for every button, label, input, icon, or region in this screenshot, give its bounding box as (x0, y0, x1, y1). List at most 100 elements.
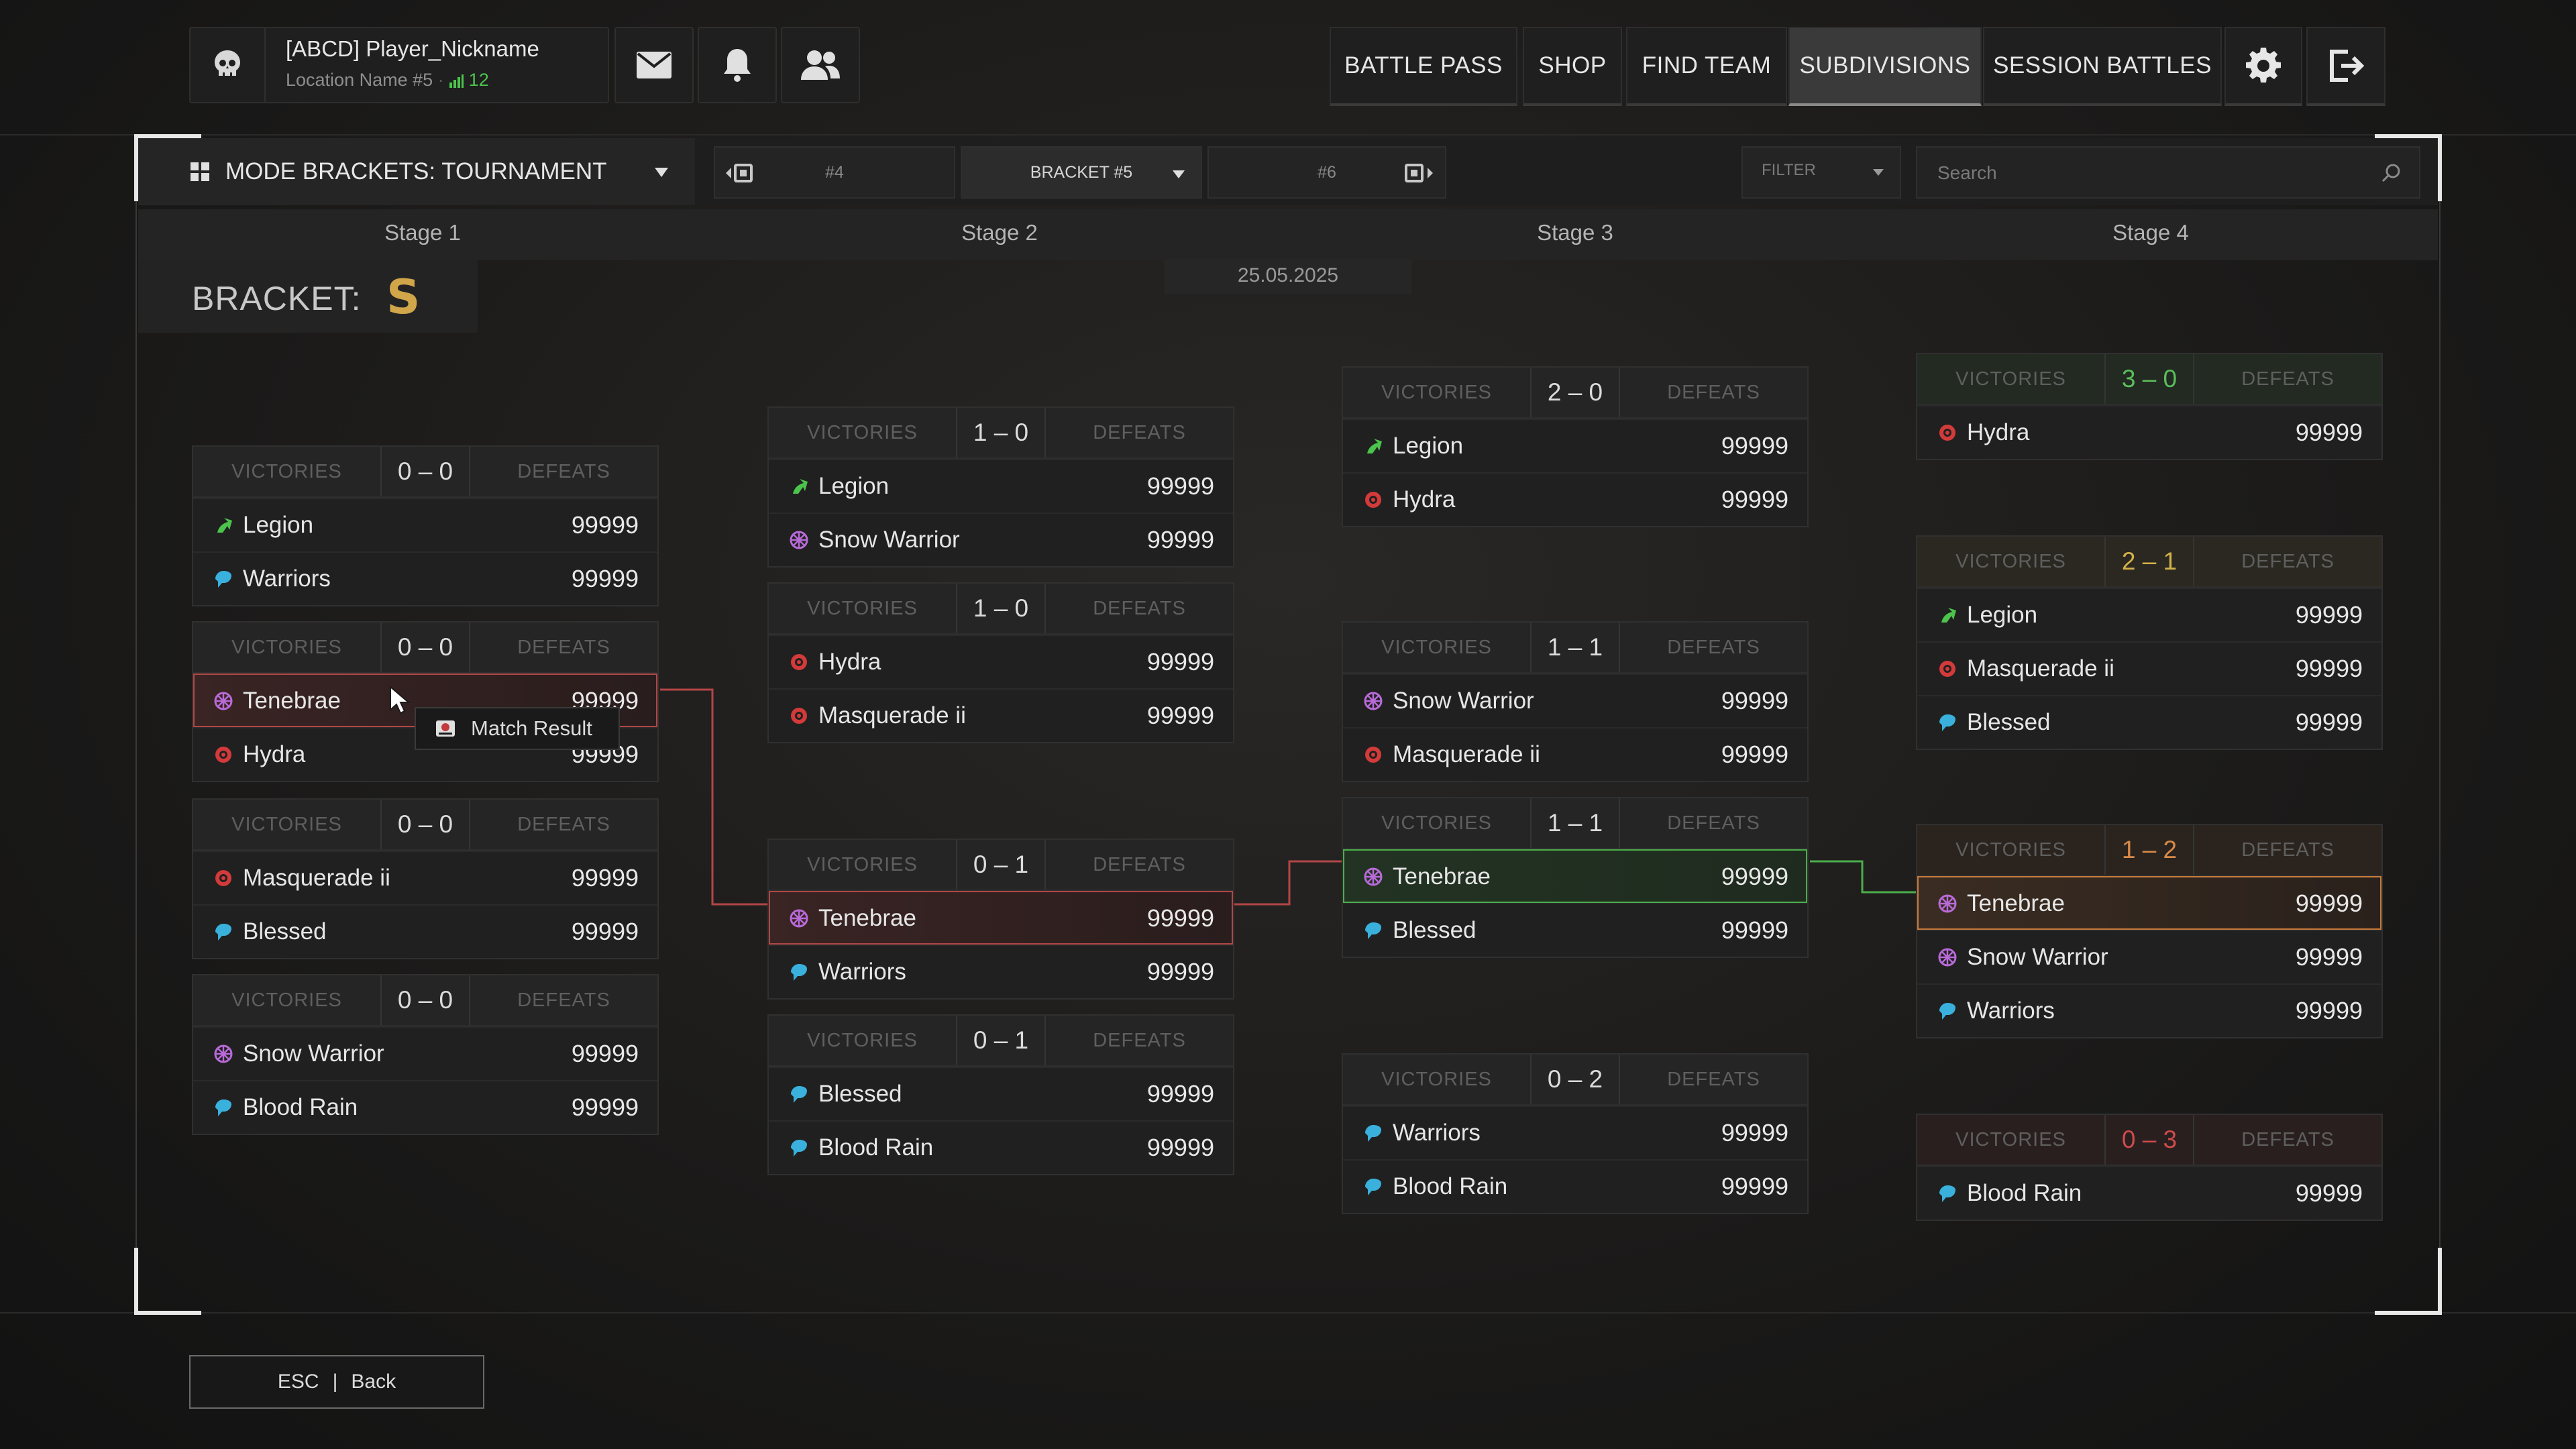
defeats-label: DEFEATS (1093, 853, 1186, 875)
team-row[interactable]: Hydra 99999 (1917, 405, 2381, 459)
friends-button[interactable] (781, 27, 860, 103)
team-row[interactable]: Blessed 99999 (193, 904, 657, 958)
victories-label: VICTORIES (807, 597, 918, 619)
team-row[interactable]: Legion 99999 (1917, 588, 2381, 641)
team-points: 99999 (1721, 486, 1788, 513)
match-card[interactable]: VICTORIES 3 – 0 DEFEATS Hydra 99999 (1916, 353, 2383, 460)
match-card[interactable]: VICTORIES 0 – 1 DEFEATS Blessed 99999 Blood… (767, 1014, 1234, 1175)
team-row[interactable]: Snow Warrior 99999 (769, 513, 1233, 566)
gear-icon (2246, 48, 2281, 83)
team-row[interactable]: Legion 99999 (769, 459, 1233, 513)
match-card[interactable]: VICTORIES 1 – 2 DEFEATS Tenebrae 99999 Snow… (1916, 824, 2383, 1038)
bracket-next-button[interactable]: #6 (1208, 146, 1446, 199)
match-card[interactable]: VICTORIES 1 – 1 DEFEATS Tenebrae 99999 Bles… (1342, 797, 1809, 958)
match-card[interactable]: VICTORIES 0 – 1 DEFEATS Tenebrae 99999 Warr… (767, 839, 1234, 1000)
team-name: Hydra (1967, 419, 2030, 445)
team-row[interactable]: Snow Warrior 99999 (193, 1026, 657, 1080)
team-name: Snow Warrior (818, 527, 960, 553)
team-name: Tenebrae (1967, 890, 2065, 916)
team-name: Warriors (1967, 998, 2055, 1024)
mode-select[interactable]: MODE BRACKETS: TOURNAMENT (138, 138, 695, 205)
defeats-label: DEFEATS (517, 460, 610, 482)
team-row[interactable]: Snow Warrior 99999 (1343, 674, 1807, 727)
blood-rain-team-icon (1939, 1185, 1955, 1202)
player-name: [ABCD] Player_Nickname (286, 36, 539, 61)
match-card[interactable]: VICTORIES 0 – 3 DEFEATS Blood Rain 99999 (1916, 1114, 2383, 1221)
team-points: 99999 (1146, 958, 1214, 985)
team-row[interactable]: Blood Rain 99999 (193, 1080, 657, 1134)
team-row[interactable]: Blood Rain 99999 (1343, 1159, 1807, 1213)
victories-label: VICTORIES (807, 421, 918, 443)
match-card[interactable]: VICTORIES 1 – 1 DEFEATS Snow Warrior 99999 … (1342, 621, 1809, 782)
logout-button[interactable] (2306, 27, 2385, 106)
tooltip-label: Match Result (471, 716, 592, 740)
nav-subdivisions[interactable]: SUBDIVISIONS (1788, 27, 1982, 106)
back-button[interactable]: ESC | Back (189, 1355, 484, 1409)
match-card[interactable]: VICTORIES 2 – 1 DEFEATS Legion 99999 Masque… (1916, 535, 2383, 750)
team-row[interactable]: Warriors 99999 (769, 945, 1233, 998)
team-row[interactable]: Snow Warrior 99999 (1917, 930, 2381, 983)
team-row[interactable]: Masquerade ii 99999 (1917, 641, 2381, 695)
defeats-label: DEFEATS (2241, 368, 2334, 390)
search-input[interactable]: Search (1916, 146, 2420, 199)
match-result-icon (436, 720, 455, 737)
match-card[interactable]: VICTORIES 1 – 0 DEFEATS Hydra 99999 Masquer… (767, 582, 1234, 743)
nav-battle-pass[interactable]: BATTLE PASS (1330, 27, 1517, 106)
team-row[interactable]: Warriors 99999 (1343, 1106, 1807, 1159)
notifications-button[interactable] (698, 27, 777, 103)
bracket-symbol: S (386, 270, 421, 325)
bracket-prev-button[interactable]: #4 (714, 146, 955, 199)
team-row[interactable]: Blessed 99999 (769, 1067, 1233, 1120)
team-row[interactable]: Legion 99999 (193, 498, 657, 551)
team-row[interactable]: Blessed 99999 (1917, 695, 2381, 749)
blood-rain-team-icon (1365, 1179, 1381, 1195)
team-name: Masquerade ii (243, 865, 390, 891)
hydra-team-icon (1939, 425, 1955, 441)
team-row[interactable]: Warriors 99999 (1917, 983, 2381, 1037)
victories-label: VICTORIES (807, 1029, 918, 1051)
team-points: 99999 (1146, 1134, 1214, 1161)
team-row[interactable]: Masquerade ii 99999 (1343, 727, 1807, 781)
nav-session-battles[interactable]: SESSION BATTLES (1983, 27, 2222, 106)
team-row-selected[interactable]: Tenebrae 99999 (1343, 849, 1807, 903)
blessed-team-icon (1939, 714, 1955, 731)
team-row[interactable]: Legion 99999 (1343, 419, 1807, 472)
match-card[interactable]: VICTORIES 1 – 0 DEFEATS Legion 99999 Snow W… (767, 407, 1234, 568)
team-row[interactable]: Masquerade ii 99999 (193, 851, 657, 904)
match-result-tooltip[interactable]: Match Result (415, 707, 620, 750)
team-row-selected[interactable]: Tenebrae 99999 (1917, 876, 2381, 930)
mail-button[interactable] (614, 27, 694, 103)
team-row[interactable]: Blessed 99999 (1343, 903, 1807, 957)
team-points: 99999 (2295, 601, 2363, 629)
match-card[interactable]: VICTORIES 2 – 0 DEFEATS Legion 99999 Hydra 9… (1342, 366, 1809, 527)
match-card[interactable]: VICTORIES 0 – 2 DEFEATS Warriors 99999 Bloo… (1342, 1053, 1809, 1214)
nav-find-team[interactable]: FIND TEAM (1626, 27, 1787, 106)
team-row[interactable]: Warriors 99999 (193, 551, 657, 605)
team-row[interactable]: Blood Rain 99999 (769, 1120, 1233, 1174)
defeats-label: DEFEATS (1093, 597, 1186, 619)
snow-warrior-team-icon (214, 1044, 233, 1063)
bracket-select[interactable]: BRACKET #5 (961, 146, 1202, 199)
next-page-icon (1405, 164, 1433, 182)
team-row[interactable]: Hydra 99999 (769, 635, 1233, 688)
player-profile[interactable]: [ABCD] Player_Nickname Location Name #5 … (189, 27, 609, 103)
legion-team-icon (793, 479, 808, 494)
match-card[interactable]: VICTORIES 0 – 0 DEFEATS Snow Warrior 99999 … (192, 974, 659, 1135)
match-card[interactable]: VICTORIES 0 – 0 DEFEATS Tenebrae 99999 Hydr… (192, 621, 659, 782)
match-card[interactable]: VICTORIES 0 – 0 DEFEATS Legion 99999 Warrio… (192, 445, 659, 606)
settings-button[interactable] (2224, 27, 2302, 106)
warriors-team-icon (791, 964, 807, 981)
team-row[interactable]: Hydra 99999 (1343, 472, 1807, 526)
team-row[interactable]: Blood Rain 99999 (1917, 1166, 2381, 1220)
blessed-team-icon (791, 1086, 807, 1103)
team-name: Blessed (1393, 917, 1477, 943)
match-card[interactable]: VICTORIES 0 – 0 DEFEATS Masquerade ii 99999… (192, 798, 659, 959)
team-points: 99999 (1146, 526, 1214, 553)
team-row-selected[interactable]: Tenebrae 99999 (769, 891, 1233, 945)
nav-shop[interactable]: SHOP (1523, 27, 1622, 106)
frame-corner-tr (2375, 134, 2442, 201)
team-row[interactable]: Masquerade ii 99999 (769, 688, 1233, 742)
match-score: 0 – 2 (1530, 1055, 1620, 1104)
filter-dropdown[interactable]: FILTER (1741, 146, 1901, 199)
match-score: 1 – 1 (1530, 798, 1620, 848)
